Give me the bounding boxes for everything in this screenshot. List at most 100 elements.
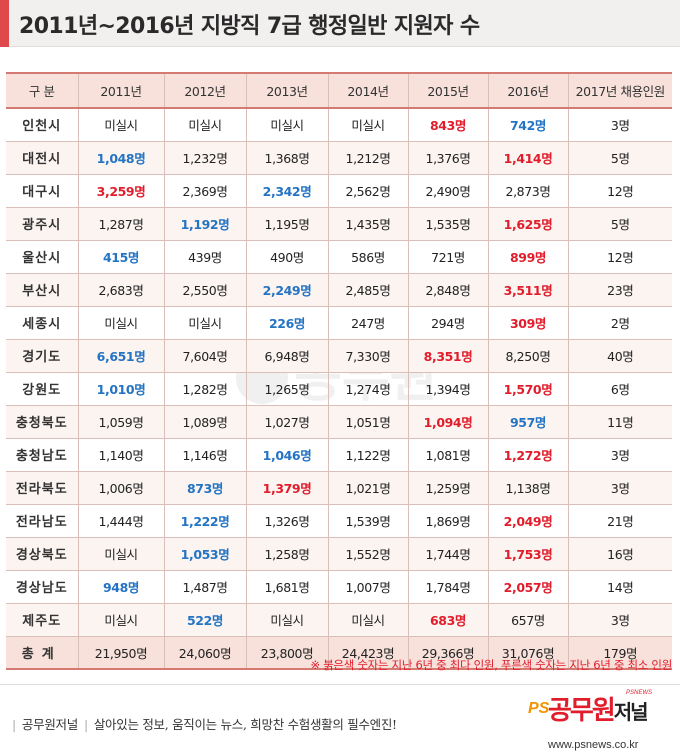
footer-slogan: 살아있는 정보, 움직이는 뉴스, 희망찬 수험생활의 필수엔진! xyxy=(93,717,397,732)
table-cell: 683명 xyxy=(407,602,489,637)
table-cell: 미실시 xyxy=(327,107,409,142)
table-cell: 957명 xyxy=(487,404,569,439)
table-header-row: 구 분 2011년 2012년 2013년 2014년 2015년 2016년 2017년 채… xyxy=(6,72,672,109)
table-cell: 1,272명 xyxy=(487,437,569,472)
table-cell: 3명 xyxy=(567,602,672,637)
table-cell: 3명 xyxy=(567,107,672,142)
title-accent-bar xyxy=(0,0,9,47)
table-cell: 2,873명 xyxy=(487,173,569,208)
region-name: 강원도 xyxy=(6,371,79,406)
table-cell: 1,094명 xyxy=(407,404,489,439)
table-cell: 23,800명 xyxy=(245,635,329,670)
title-bar: 2011년~2016년 지방직 7급 행정일반 지원자 수 xyxy=(0,0,680,47)
region-name: 제주도 xyxy=(6,602,79,637)
table-cell: 1,048명 xyxy=(77,140,165,175)
table-cell: 14명 xyxy=(567,569,672,604)
table-cell: 2,249명 xyxy=(245,272,329,307)
region-name: 전라북도 xyxy=(6,470,79,505)
table-cell: 21명 xyxy=(567,503,672,538)
table-cell: 1,444명 xyxy=(77,503,165,538)
header-col: 2011년 xyxy=(77,72,165,109)
table-cell: 3,511명 xyxy=(487,272,569,307)
table-cell: 1,222명 xyxy=(163,503,247,538)
table-cell: 7,604명 xyxy=(163,338,247,373)
table-cell: 1,258명 xyxy=(245,536,329,571)
region-name: 인천시 xyxy=(6,107,79,142)
table-cell: 2,683명 xyxy=(77,272,165,307)
region-name: 대구시 xyxy=(6,173,79,208)
table-cell: 2,342명 xyxy=(245,173,329,208)
table-row: 충청남도 1,140명 1,146명 1,046명 1,122명 1,081명 1,272명… xyxy=(6,437,672,472)
table-cell: 415명 xyxy=(77,239,165,274)
table-cell: 31,076명 xyxy=(487,635,569,670)
total-row: 총계 21,950명 24,060명 23,800명 24,423명 29,366명 31,… xyxy=(6,635,672,670)
table-cell: 657명 xyxy=(487,602,569,637)
table-row: 부산시 2,683명 2,550명 2,249명 2,485명 2,848명 3,511명 2… xyxy=(6,272,672,307)
region-name: 충청남도 xyxy=(6,437,79,472)
table-cell: 2,562명 xyxy=(327,173,409,208)
region-name: 충청북도 xyxy=(6,404,79,439)
header-col: 2014년 xyxy=(327,72,409,109)
table-cell: 1,784명 xyxy=(407,569,489,604)
table-cell: 1,753명 xyxy=(487,536,569,571)
table-cell: 3,259명 xyxy=(77,173,165,208)
table-cell: 1,287명 xyxy=(77,206,165,241)
table-cell: 5명 xyxy=(567,206,672,241)
table-cell: 899명 xyxy=(487,239,569,274)
table-cell: 23명 xyxy=(567,272,672,307)
header-col: 2016년 xyxy=(487,72,569,109)
table-cell: 미실시 xyxy=(245,602,329,637)
table-cell: 12명 xyxy=(567,239,672,274)
logo-name: 공무원저널 xyxy=(548,690,649,727)
table-cell: 미실시 xyxy=(77,107,165,142)
table-cell: 1,021명 xyxy=(327,470,409,505)
table-row: 경기도 6,651명 7,604명 6,948명 7,330명 8,351명 8,250명 4… xyxy=(6,338,672,373)
logo-name-dark: 저널 xyxy=(613,700,649,724)
table-cell: 1,122명 xyxy=(327,437,409,472)
table-cell: 1,232명 xyxy=(163,140,247,175)
table-cell: 21,950명 xyxy=(77,635,165,670)
table-cell: 1,570명 xyxy=(487,371,569,406)
table-cell: 40명 xyxy=(567,338,672,373)
table-row: 경상남도 948명 1,487명 1,681명 1,007명 1,784명 2,057명 14… xyxy=(6,569,672,604)
region-name: 경상북도 xyxy=(6,536,79,571)
table-cell: 1,435명 xyxy=(327,206,409,241)
region-name: 전라남도 xyxy=(6,503,79,538)
table-cell: 5명 xyxy=(567,140,672,175)
table-cell: 1,010명 xyxy=(77,371,165,406)
table-cell: 29,366명 xyxy=(407,635,489,670)
table-cell: 2,049명 xyxy=(487,503,569,538)
total-label: 총계 xyxy=(6,635,79,670)
table-cell: 873명 xyxy=(163,470,247,505)
psnews-logo[interactable]: PS 공무원저널 PSNEWS xyxy=(528,690,678,738)
region-name: 부산시 xyxy=(6,272,79,307)
table-cell: 247명 xyxy=(327,305,409,340)
region-name: 세종시 xyxy=(6,305,79,340)
footer-sep-left: | xyxy=(12,717,16,732)
region-name: 경기도 xyxy=(6,338,79,373)
table-row: 강원도 1,010명 1,282명 1,265명 1,274명 1,394명 1,570명 6… xyxy=(6,371,672,406)
table-cell: 1,140명 xyxy=(77,437,165,472)
table-cell: 2,057명 xyxy=(487,569,569,604)
logo-mark: PS xyxy=(528,700,550,717)
footer-brand: 공무원저널 xyxy=(21,717,78,732)
logo-name-red: 공무원 xyxy=(548,696,616,726)
table-cell: 490명 xyxy=(245,239,329,274)
table-row: 경상북도 미실시 1,053명 1,258명 1,552명 1,744명 1,753명 16명 xyxy=(6,536,672,571)
table-cell: 742명 xyxy=(487,107,569,142)
table-cell: 1,027명 xyxy=(245,404,329,439)
table-row: 제주도 미실시 522명 미실시 미실시 683명 657명 3명 xyxy=(6,602,672,637)
table-cell: 1,195명 xyxy=(245,206,329,241)
site-url[interactable]: www.psnews.co.kr xyxy=(548,739,639,751)
table-cell: 1,368명 xyxy=(245,140,329,175)
table-cell: 1,552명 xyxy=(327,536,409,571)
table-cell: 7,330명 xyxy=(327,338,409,373)
table-cell: 1,539명 xyxy=(327,503,409,538)
applicants-table: 구 분 2011년 2012년 2013년 2014년 2015년 2016년 2017년 채… xyxy=(6,72,672,670)
table-cell: 1,081명 xyxy=(407,437,489,472)
table-cell: 미실시 xyxy=(77,305,165,340)
table-cell: 948명 xyxy=(77,569,165,604)
table-cell: 1,053명 xyxy=(163,536,247,571)
region-name: 울산시 xyxy=(6,239,79,274)
header-col: 2012년 xyxy=(163,72,247,109)
